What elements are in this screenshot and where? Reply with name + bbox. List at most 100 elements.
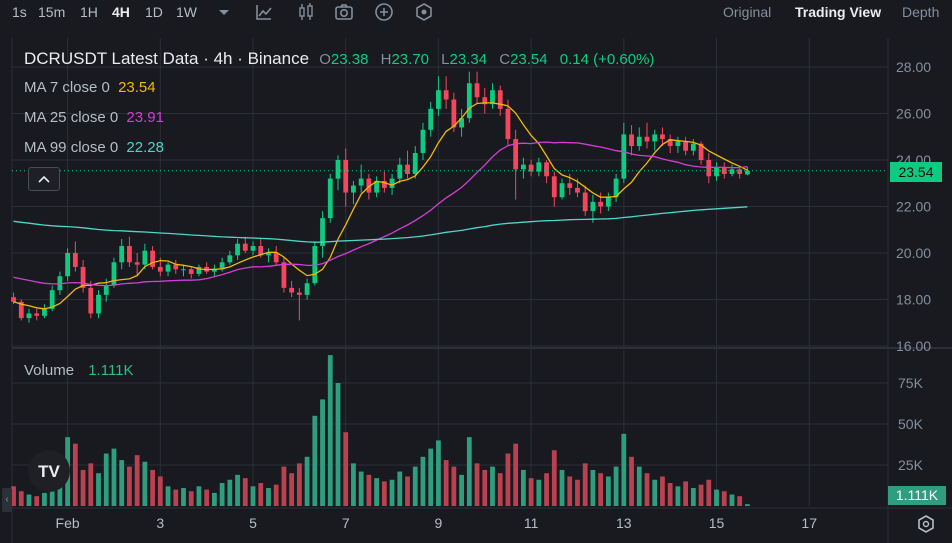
volume-bar bbox=[613, 466, 619, 506]
volume-bar bbox=[636, 466, 642, 506]
left-scroll-handle[interactable]: ‹ bbox=[2, 488, 12, 512]
candle-body bbox=[605, 197, 611, 207]
candle-body bbox=[528, 164, 534, 172]
ma99-label: MA 99 close 0 bbox=[24, 139, 119, 156]
timeframe-1s[interactable]: 1s bbox=[12, 4, 27, 20]
volume-bar bbox=[621, 433, 627, 506]
volume-bar bbox=[142, 461, 148, 506]
timeframe-15m[interactable]: 15m bbox=[38, 4, 66, 20]
candle-body bbox=[219, 262, 225, 270]
volume-bar bbox=[374, 478, 380, 506]
volume-bar bbox=[227, 479, 233, 506]
volume-bar bbox=[451, 466, 457, 506]
chevron-down-icon[interactable] bbox=[214, 2, 234, 22]
candle-body bbox=[266, 253, 271, 256]
volume-bar bbox=[18, 491, 24, 506]
volume-bar bbox=[289, 473, 295, 506]
candle-body bbox=[42, 308, 47, 316]
volume-bar bbox=[706, 479, 712, 506]
time-tick-label: 17 bbox=[801, 515, 817, 531]
volume-bar bbox=[428, 448, 434, 506]
volume-bar bbox=[521, 469, 526, 506]
volume-bar bbox=[598, 473, 604, 506]
volume-bar bbox=[80, 469, 86, 506]
candle-body bbox=[482, 97, 488, 105]
candle-body bbox=[690, 143, 696, 151]
volume-bar bbox=[436, 440, 441, 506]
candle-body bbox=[250, 246, 256, 251]
volume-bar bbox=[366, 474, 372, 506]
camera-icon[interactable] bbox=[334, 2, 354, 22]
candle-body bbox=[258, 246, 264, 256]
time-tick-label: 5 bbox=[249, 515, 257, 531]
candle-body bbox=[582, 192, 588, 212]
volume-bar bbox=[211, 492, 217, 506]
volume-bar bbox=[351, 463, 356, 506]
candle-body bbox=[304, 283, 310, 295]
settings-hex-icon[interactable] bbox=[414, 2, 434, 22]
candle-body bbox=[698, 143, 704, 160]
volume-tick-label: 25K bbox=[898, 457, 924, 473]
view-trading-view[interactable]: Trading View bbox=[795, 4, 882, 20]
axes: 28.0026.0024.0022.0020.0018.0016.0075K50… bbox=[12, 59, 931, 531]
volume-bar bbox=[173, 489, 179, 506]
time-tick-label: 11 bbox=[524, 515, 539, 531]
candlestick-icon[interactable] bbox=[296, 2, 316, 22]
candle-body bbox=[567, 183, 573, 188]
line-chart-icon[interactable] bbox=[254, 2, 274, 22]
candle-body bbox=[443, 90, 449, 100]
volume-bar bbox=[343, 432, 349, 506]
collapse-legend-button[interactable] bbox=[28, 167, 60, 191]
close-label: C bbox=[499, 51, 511, 68]
timeframe-4h[interactable]: 4H bbox=[112, 4, 130, 20]
volume-bar bbox=[629, 456, 634, 506]
volume-bar bbox=[72, 443, 78, 506]
view-original[interactable]: Original bbox=[723, 4, 772, 20]
timeframe-1d[interactable]: 1D bbox=[145, 4, 163, 20]
symbol-title: DCRUSDT Latest Data · 4h · Binance bbox=[24, 49, 310, 68]
volume-bar bbox=[103, 453, 109, 506]
candle-body bbox=[412, 153, 418, 174]
ma7-value: 23.54 bbox=[118, 79, 156, 96]
volume-bar bbox=[551, 450, 557, 506]
add-indicator-icon[interactable] bbox=[374, 2, 394, 22]
candle-body bbox=[366, 178, 372, 193]
candle-body bbox=[551, 176, 557, 198]
volume-bar bbox=[219, 483, 225, 506]
volume-bar bbox=[513, 443, 519, 506]
candle-body bbox=[296, 292, 302, 295]
volume-bar bbox=[698, 484, 704, 506]
price-tick-label: 22.00 bbox=[896, 199, 931, 215]
volume-bar bbox=[304, 456, 310, 506]
candle-body bbox=[652, 134, 658, 142]
view-depth[interactable]: Depth bbox=[902, 4, 940, 20]
candle-body bbox=[312, 246, 318, 284]
candle-body bbox=[536, 162, 542, 172]
volume-bar bbox=[667, 483, 673, 506]
candle-body bbox=[474, 83, 480, 98]
volume-bar bbox=[559, 469, 565, 506]
volume-bar bbox=[482, 469, 488, 506]
candle-body bbox=[351, 185, 356, 193]
candle-body bbox=[242, 243, 248, 251]
candle-body bbox=[281, 262, 287, 288]
volume-bar bbox=[188, 491, 194, 506]
candle-body bbox=[729, 169, 735, 174]
last-volume-badge: 1.111K bbox=[888, 486, 946, 505]
timeframe-1h[interactable]: 1H bbox=[80, 4, 98, 20]
last-price-badge: 23.54 bbox=[890, 162, 942, 182]
volume-bar bbox=[745, 504, 750, 506]
volume-bar bbox=[119, 460, 125, 506]
candle-body bbox=[18, 301, 24, 319]
candle-body bbox=[459, 118, 464, 128]
tradingview-logo[interactable]: TV bbox=[28, 450, 70, 492]
candle-body bbox=[327, 178, 333, 219]
time-tick-label: 3 bbox=[156, 515, 164, 531]
time-tick-label: 15 bbox=[709, 515, 725, 531]
volume-bar bbox=[150, 469, 155, 506]
chart-settings-icon[interactable] bbox=[916, 514, 936, 534]
timeframe-1w[interactable]: 1W bbox=[176, 4, 197, 20]
volume-bar bbox=[242, 478, 248, 506]
volume-bar bbox=[690, 487, 696, 506]
